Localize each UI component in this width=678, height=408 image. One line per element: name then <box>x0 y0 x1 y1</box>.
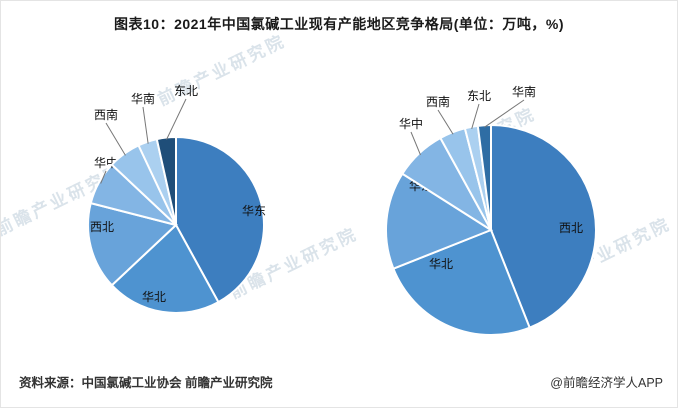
slice-label-西南: 西南 <box>94 107 118 122</box>
label-leader-line <box>410 131 421 156</box>
pie-slice-华北 <box>392 228 531 336</box>
label-leader-line <box>471 103 480 129</box>
slice-label-西南: 西南 <box>426 94 450 109</box>
label-leader-line <box>166 98 187 140</box>
slice-label-华东: 华东 <box>242 204 266 218</box>
slice-label-华北: 华北 <box>429 257 453 271</box>
pie-slice-华北 <box>110 223 220 314</box>
slice-label-东北: 东北 <box>174 84 198 98</box>
slice-label-华中: 华中 <box>399 116 423 131</box>
slice-label-华北: 华北 <box>142 290 166 304</box>
slice-label-东北: 东北 <box>467 89 491 103</box>
slice-label-华南: 华南 <box>512 84 536 99</box>
pie-slice-西北 <box>490 123 597 329</box>
pie-slice-东北 <box>155 135 177 226</box>
pie-slice-华东 <box>175 135 265 304</box>
pie-slice-华东 <box>385 172 494 270</box>
label-leader-line <box>484 99 525 128</box>
slice-label-华南: 华南 <box>131 91 155 106</box>
credit-note: @前瞻经济学人APP <box>550 376 663 390</box>
label-leader-line <box>100 170 107 184</box>
slice-label-西北: 西北 <box>559 221 583 235</box>
label-leader-line <box>142 106 149 144</box>
source-note: 资料来源：中国氯碱工业协会 前瞻产业研究院 <box>19 376 273 390</box>
label-leader-line <box>437 109 454 135</box>
pie-chart-right: 西北华北华东华中西南东北华南 <box>385 84 597 336</box>
pie-slice-华南 <box>476 123 492 231</box>
label-leader-line <box>105 122 126 156</box>
chart-title: 图表10：2021年中国氯碱工业现有产能地区竞争格局(单位：万吨，%) <box>114 16 564 32</box>
slice-label-西北: 西北 <box>90 220 114 234</box>
pie-slice-西北 <box>87 201 179 287</box>
